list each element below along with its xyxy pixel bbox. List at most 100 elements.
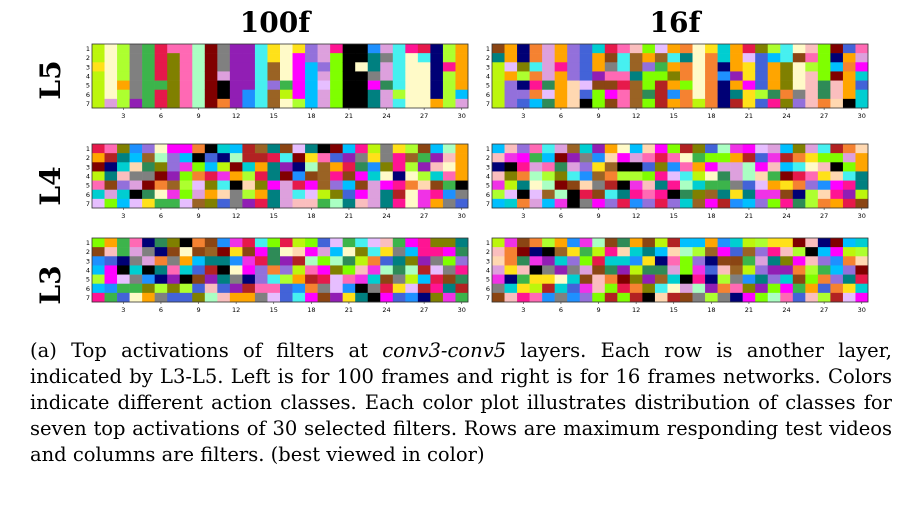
heatmap-cell bbox=[442, 144, 456, 154]
heatmap-cell bbox=[117, 283, 130, 294]
heatmap-cell bbox=[680, 283, 693, 294]
heatmap-cell bbox=[680, 71, 693, 81]
heatmap-cell bbox=[629, 238, 643, 248]
heatmap-cell bbox=[305, 62, 318, 72]
heatmap-cell bbox=[504, 162, 518, 172]
heatmap-cell bbox=[129, 80, 143, 91]
heatmap-cell bbox=[455, 180, 469, 191]
heatmap-cell bbox=[767, 162, 781, 172]
x-tick-label: 30 bbox=[858, 306, 866, 314]
heatmap-cell bbox=[667, 144, 681, 154]
heatmap-cell bbox=[254, 198, 268, 209]
y-tick-label: 1 bbox=[86, 145, 90, 153]
heatmap-cell bbox=[154, 89, 168, 100]
heatmap-cell bbox=[104, 89, 118, 100]
heatmap-cell bbox=[830, 62, 844, 72]
heatmap-cell bbox=[179, 198, 193, 209]
heatmap-cell bbox=[667, 162, 681, 172]
heatmap-cell bbox=[730, 44, 743, 54]
heatmap-cell bbox=[554, 265, 568, 275]
heatmap-cell bbox=[517, 180, 530, 191]
heatmap-cell bbox=[717, 180, 731, 191]
heatmap-cell bbox=[730, 292, 743, 303]
heatmap-cell bbox=[455, 198, 469, 209]
heatmap-cell bbox=[554, 89, 568, 100]
heatmap-cell bbox=[405, 247, 419, 257]
heatmap-cell bbox=[780, 283, 794, 294]
heatmap-cell bbox=[267, 256, 281, 266]
heatmap-cell bbox=[330, 265, 343, 275]
heatmap-cell bbox=[267, 265, 281, 275]
heatmap-cell bbox=[455, 153, 469, 163]
heatmap-cell bbox=[705, 89, 718, 100]
heatmap-cell bbox=[592, 198, 606, 209]
heatmap-cell bbox=[355, 238, 369, 248]
heatmap-cell bbox=[667, 247, 681, 257]
heatmap-cell bbox=[767, 265, 781, 275]
heatmap-cell bbox=[342, 292, 356, 303]
heatmap-cell bbox=[767, 198, 781, 209]
heatmap-cell bbox=[355, 247, 369, 257]
heatmap-cell bbox=[830, 198, 844, 209]
heatmap-cell bbox=[755, 80, 769, 91]
heatmap-cell bbox=[780, 198, 794, 209]
heatmap-cell bbox=[742, 247, 756, 257]
heatmap-cell bbox=[129, 71, 143, 81]
heatmap-cell bbox=[492, 180, 505, 191]
x-tick-label: 12 bbox=[632, 212, 640, 220]
heatmap-cell bbox=[629, 144, 643, 154]
heatmap-cell bbox=[517, 292, 530, 303]
heatmap-cell bbox=[117, 153, 130, 163]
heatmap-cell bbox=[805, 144, 819, 154]
heatmap-cell bbox=[592, 283, 606, 294]
heatmap-cell bbox=[692, 189, 706, 200]
heatmap-cell bbox=[305, 238, 318, 248]
heatmap-cell bbox=[317, 256, 331, 266]
heatmap-cell bbox=[504, 80, 518, 91]
heatmap-cell bbox=[579, 292, 593, 303]
heatmap-cell bbox=[330, 238, 343, 248]
heatmap-cell bbox=[204, 44, 218, 54]
heatmap-cell bbox=[780, 62, 794, 72]
heatmap-cell bbox=[267, 80, 281, 91]
x-tick-label: 9 bbox=[196, 306, 200, 314]
heatmap-cell bbox=[367, 247, 381, 257]
heatmap-cell bbox=[567, 265, 581, 275]
heatmap-cell bbox=[780, 180, 794, 191]
heatmap-cell bbox=[367, 283, 381, 294]
heatmap-cell bbox=[692, 80, 706, 91]
y-tick-label: 6 bbox=[86, 191, 90, 199]
heatmap-cell bbox=[217, 80, 231, 91]
heatmap-cell bbox=[642, 247, 656, 257]
heatmap-cell bbox=[755, 44, 769, 54]
heatmap-cell bbox=[717, 274, 731, 285]
y-tick-label: 6 bbox=[486, 191, 490, 199]
heatmap-cell bbox=[129, 256, 143, 266]
heatmap-cell bbox=[755, 62, 769, 72]
heatmap-cell bbox=[455, 162, 469, 172]
x-tick-label: 9 bbox=[196, 212, 200, 220]
heatmap-cell bbox=[380, 89, 394, 100]
heatmap-cell bbox=[292, 265, 306, 275]
heatmap-cell bbox=[542, 62, 555, 72]
heatmap-cell bbox=[604, 144, 618, 154]
heatmap-cell bbox=[254, 44, 268, 54]
heatmap-cell bbox=[129, 162, 143, 172]
heatmap-cell bbox=[717, 171, 731, 181]
heatmap-cell bbox=[705, 153, 718, 163]
heatmap-cell bbox=[117, 265, 130, 275]
heatmap-cell bbox=[405, 98, 419, 109]
heatmap-cell bbox=[330, 98, 343, 109]
heatmap-l5-100f: 1 2 3 4 5 6 7 3 6 9 12 15 18 21 24 27 30 bbox=[84, 43, 472, 124]
heatmap-cell bbox=[492, 53, 505, 63]
x-tick-label: 6 bbox=[159, 112, 163, 120]
heatmap-cell bbox=[592, 238, 606, 248]
heatmap-cell bbox=[179, 98, 193, 109]
heatmap-cell bbox=[617, 180, 631, 191]
heatmap-cell bbox=[217, 256, 231, 266]
y-tick-label: 2 bbox=[486, 54, 490, 62]
heatmap-cell bbox=[554, 189, 568, 200]
heatmap-cell bbox=[242, 80, 256, 91]
heatmap-cell bbox=[254, 274, 268, 285]
plot-frame bbox=[91, 43, 469, 109]
